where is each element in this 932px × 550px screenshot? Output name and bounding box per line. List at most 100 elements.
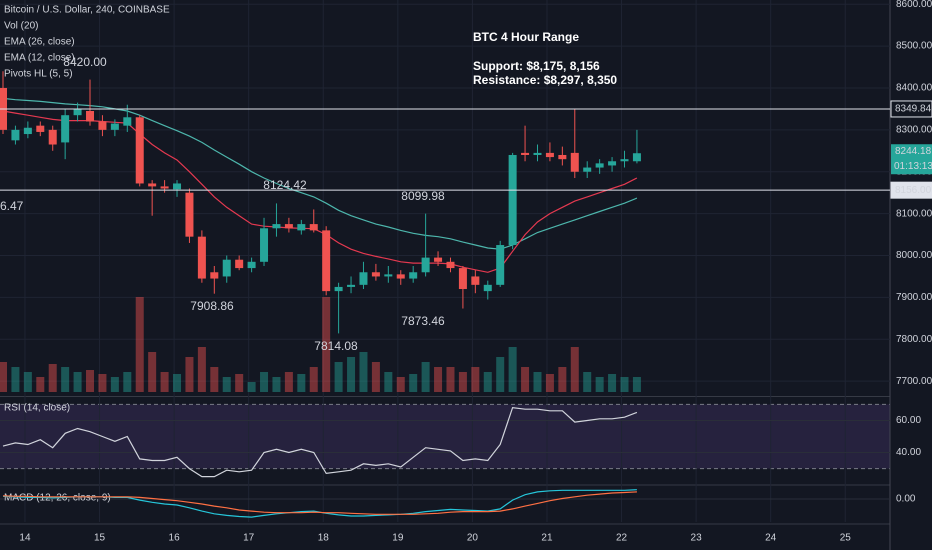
candle-body xyxy=(247,261,256,269)
x-tick-label: 15 xyxy=(94,533,106,544)
candle-body xyxy=(11,129,20,141)
volume-bar xyxy=(409,374,418,392)
volume-bar xyxy=(322,297,331,392)
volume-bar xyxy=(222,377,231,392)
volume-bar xyxy=(421,362,430,392)
pivot-label: 7873.46 xyxy=(401,314,445,328)
volume-bar xyxy=(48,364,57,392)
volume-bar xyxy=(446,367,455,392)
volume-bar xyxy=(396,377,405,392)
volume-bar xyxy=(583,372,592,392)
volume-bar xyxy=(86,370,95,392)
candle-body xyxy=(533,152,542,155)
candle-body xyxy=(558,154,567,160)
volume-bar xyxy=(284,372,293,392)
candle-body xyxy=(347,284,356,287)
indicator-label: EMA (26, close) xyxy=(4,37,75,48)
candle-body xyxy=(632,153,641,162)
volume-bar xyxy=(11,367,20,392)
candle-body xyxy=(98,121,107,130)
candle-body xyxy=(583,167,592,172)
x-tick-label: 18 xyxy=(318,533,330,544)
x-tick-label: 21 xyxy=(541,533,553,544)
candle-body xyxy=(210,272,219,279)
y-tick-label: 8600.00 xyxy=(896,0,932,10)
candle-body xyxy=(110,123,119,130)
volume-bar xyxy=(434,367,443,392)
annotation: Support: $8,175, 8,156 xyxy=(473,59,600,73)
pivot-label: 8420.00 xyxy=(63,55,107,69)
candle-body xyxy=(135,117,144,184)
candle-body xyxy=(123,117,132,126)
candle-body xyxy=(197,236,206,279)
x-tick-label: 22 xyxy=(616,533,628,544)
candle-body xyxy=(297,224,306,231)
ema-line xyxy=(2,110,638,273)
annotation: Resistance: $8,297, 8,350 xyxy=(473,73,617,87)
candle-body xyxy=(322,230,331,292)
y-tick-label: 8300.00 xyxy=(896,124,932,135)
y-tick-label: 8400.00 xyxy=(896,83,932,94)
candle-body xyxy=(359,272,368,285)
volume-bar xyxy=(235,374,244,392)
candle-body xyxy=(260,228,269,262)
y-tick-label: 60.00 xyxy=(896,415,921,426)
candle-body xyxy=(620,159,629,162)
indicator-label: Pivots HL (5, 5) xyxy=(4,69,73,80)
price-tag xyxy=(891,144,932,175)
volume-bar xyxy=(384,372,393,392)
y-tick-label: 8500.00 xyxy=(896,41,932,52)
x-tick-label: 19 xyxy=(392,533,404,544)
candle-body xyxy=(185,192,194,237)
x-tick-label: 24 xyxy=(765,533,777,544)
candle-body xyxy=(409,272,418,279)
volume-bar xyxy=(197,347,206,392)
candle-body xyxy=(434,257,443,262)
macd-line xyxy=(2,491,637,515)
level-tag xyxy=(890,100,932,118)
candle-body xyxy=(160,186,169,189)
y-tick-label: 8100.00 xyxy=(896,208,932,219)
candle-body xyxy=(173,183,182,190)
volume-bar xyxy=(508,347,517,392)
candle-body xyxy=(61,115,70,143)
volume-bar xyxy=(521,367,530,392)
candle-body xyxy=(471,276,480,285)
pivot-label: 7814.08 xyxy=(314,339,358,353)
candle-body xyxy=(508,154,517,246)
volume-bar xyxy=(73,372,82,392)
candle-body xyxy=(48,129,57,145)
volume-bar xyxy=(135,297,144,392)
indicator-label: EMA (12, close) xyxy=(4,53,75,64)
candle-body xyxy=(446,261,455,269)
candle-body xyxy=(284,224,293,229)
volume-bar xyxy=(260,372,269,392)
candle-body xyxy=(570,152,579,172)
volume-bar xyxy=(347,357,356,392)
candle-body xyxy=(483,284,492,292)
candle-body xyxy=(384,274,393,277)
x-tick-label: 14 xyxy=(19,533,31,544)
candle-body xyxy=(86,111,95,122)
candle-body xyxy=(371,272,380,277)
candle-body xyxy=(272,224,281,229)
volume-bar xyxy=(533,372,542,392)
volume-bar xyxy=(334,362,343,392)
candle-body xyxy=(595,163,604,168)
volume-bar xyxy=(61,367,70,392)
pivot-label: 8124.42 xyxy=(263,178,307,192)
candle-body xyxy=(235,259,244,269)
volume-bar xyxy=(0,362,7,392)
volume-bar xyxy=(570,347,579,392)
candle-body xyxy=(608,161,617,166)
price-label: 8244.18 xyxy=(895,146,932,157)
y-tick-label: 7900.00 xyxy=(896,292,932,303)
x-tick-label: 17 xyxy=(243,533,255,544)
level-tag xyxy=(890,181,932,199)
chart-title: Bitcoin / U.S. Dollar, 240, COINBASE xyxy=(4,5,170,16)
rsi-band xyxy=(0,404,890,469)
volume-bar xyxy=(173,374,182,392)
candle-body xyxy=(23,127,32,135)
volume-bar xyxy=(608,374,617,392)
candle-body xyxy=(458,268,467,290)
